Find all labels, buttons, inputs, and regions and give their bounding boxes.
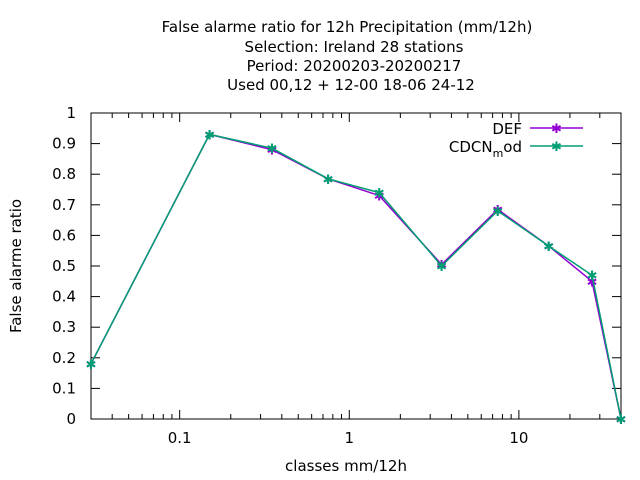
series-0-point-2: ✱ <box>267 144 278 159</box>
title-line-2: Selection: Ireland 28 stations <box>245 38 464 56</box>
series-1-point-8: ✱ <box>587 269 598 284</box>
y-tick-label-0: 0 <box>66 410 76 428</box>
series-1-point-2: ✱ <box>267 142 278 157</box>
y-tick-label-10: 1 <box>66 104 76 122</box>
series-1-point-4: ✱ <box>374 187 385 202</box>
series-0-point-4: ✱ <box>374 190 385 205</box>
series-line-0 <box>90 133 622 420</box>
series-layer: ✱✱✱✱✱✱✱✱✱✱✱✱✱✱✱✱✱✱✱✱ <box>86 128 627 428</box>
series-0-point-9: ✱ <box>616 413 627 428</box>
series-0-point-3: ✱ <box>323 173 334 188</box>
y-tick-label-2: 0.2 <box>52 349 76 367</box>
series-0-point-8: ✱ <box>587 275 598 290</box>
title-line-3: Period: 20200203-20200217 <box>247 57 462 75</box>
y-tick-label-9: 0.9 <box>52 135 76 153</box>
y-axis-label: False alarme ratio <box>7 199 25 333</box>
x-tick-label-2: 10 <box>509 429 528 447</box>
title-line-4: Used 00,12 + 12-00 18-06 24-12 <box>227 76 475 94</box>
y-axis: 0 0.1 0.2 0.3 0.4 0.5 0.6 0.7 0.8 0.9 1 <box>52 104 621 428</box>
series-1-point-5: ✱ <box>436 260 447 275</box>
title-line-1: False alarme ratio for 12h Precipitation… <box>162 18 533 36</box>
y-tick-label-4: 0.4 <box>52 288 76 306</box>
y-tick-label-3: 0.3 <box>52 318 76 336</box>
legend-label-cdcn-sub: m <box>493 147 504 160</box>
series-1-point-9: ✱ <box>616 413 627 428</box>
y-tick-label-8: 0.8 <box>52 165 76 183</box>
y-tick-label-6: 0.6 <box>52 226 76 244</box>
legend-marker-def: ✱ <box>551 122 562 137</box>
x-axis-label: classes mm/12h <box>285 457 407 475</box>
series-line-1 <box>90 133 622 420</box>
legend-label-cdcn-suffix: od <box>503 138 522 156</box>
series-0-point-0: ✱ <box>86 358 97 373</box>
legend-marker-cdcn-mod: ✱ <box>551 140 562 155</box>
chart-title: False alarme ratio for 12h Precipitation… <box>162 18 533 94</box>
series-0-point-7: ✱ <box>543 240 554 255</box>
legend: DEF ✱ CDCNmod ✱ <box>449 120 583 160</box>
series-1-point-1: ✱ <box>204 128 215 143</box>
plot-frame <box>90 112 622 420</box>
x-tick-label-0: 0.1 <box>168 429 192 447</box>
series-1-point-0: ✱ <box>86 358 97 373</box>
legend-label-cdcn-main: CDCN <box>449 138 493 156</box>
series-1-point-3: ✱ <box>323 173 334 188</box>
x-axis: 0.1 1 10 <box>111 113 601 447</box>
series-1-point-7: ✱ <box>543 240 554 255</box>
legend-label-cdcn-mod: CDCNmod <box>449 138 522 160</box>
legend-label-def: DEF <box>492 120 522 138</box>
y-tick-label-5: 0.5 <box>52 257 76 275</box>
y-tick-label-7: 0.7 <box>52 196 76 214</box>
x-tick-label-1: 1 <box>345 429 355 447</box>
series-1-point-6: ✱ <box>492 205 503 220</box>
y-tick-label-1: 0.1 <box>52 379 76 397</box>
